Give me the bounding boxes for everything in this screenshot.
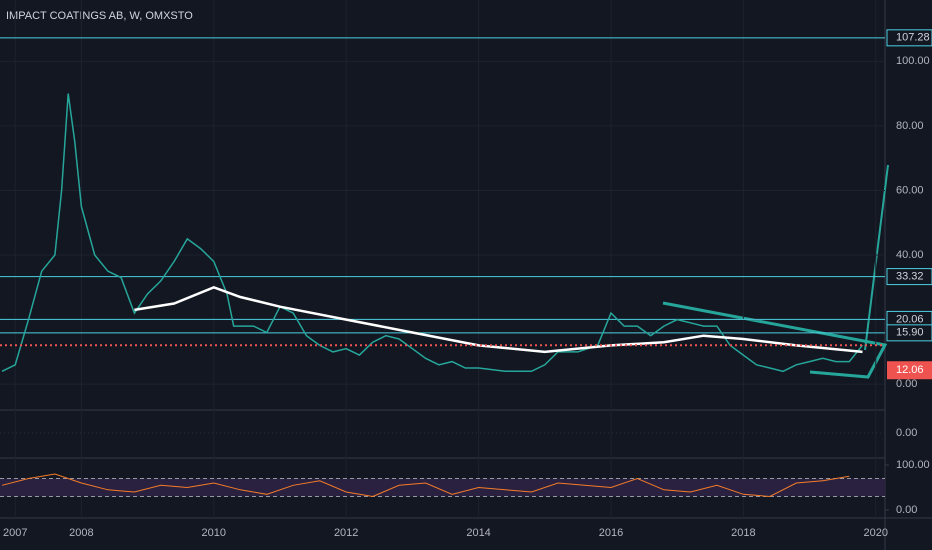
x-tick-label: 2016 [599,527,623,539]
y-tick-label: 40.00 [896,249,924,261]
x-tick-label: 2014 [466,527,490,539]
level-label: 15.90 [896,327,924,339]
y-tick-label: 100.00 [896,55,930,67]
x-tick-label: 2012 [334,527,358,539]
volume-tick-label: 0.00 [896,427,917,439]
level-label: 33.32 [896,271,924,283]
level-label-box [886,324,932,342]
series-line [134,285,863,354]
x-tick-label: 2008 [69,527,93,539]
series-line [1,93,864,373]
y-tick-label: 80.00 [896,120,924,132]
rsi-line [1,473,850,498]
x-tick-label: 2020 [863,527,887,539]
level-label-box [886,268,932,286]
trendline [662,301,888,379]
chart-title: IMPACT COATINGS AB, W, OMXSTO [6,10,193,22]
level-label: 20.06 [896,313,924,325]
rsi-band-fill [0,478,885,497]
x-tick-label: 2010 [202,527,226,539]
y-tick-label: 60.00 [896,184,924,196]
y-tick-label: 0.00 [896,378,917,390]
last-price-box [887,361,932,380]
level-label-box [886,29,932,47]
rsi-tick-label: 0.00 [896,504,917,516]
x-tick-label: 2018 [731,527,755,539]
x-tick-label: 2007 [3,527,27,539]
last-price-label: 12.06 [896,364,924,376]
level-label: 107.28 [896,32,930,44]
rsi-tick-label: 100.00 [896,459,930,471]
